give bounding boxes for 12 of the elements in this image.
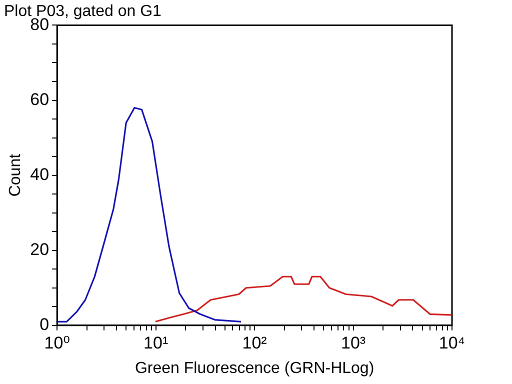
x-tick-label: 10² [242, 333, 268, 352]
y-tick-label: 0 [40, 315, 50, 334]
x-tick-label: 10¹ [144, 333, 168, 352]
x-tick-label: 10⁴ [438, 333, 466, 352]
x-tick-label: 10⁰ [44, 333, 70, 352]
y-tick-label: 80 [30, 14, 50, 34]
x-tick-label: 10³ [340, 333, 366, 352]
x-axis-title: Green Fluorescence (GRN-HLog) [134, 360, 374, 377]
y-tick-label: 20 [30, 240, 50, 260]
y-axis-title: Count [7, 153, 24, 197]
y-tick-label: 60 [30, 90, 50, 109]
y-tick-label: 40 [30, 164, 50, 184]
